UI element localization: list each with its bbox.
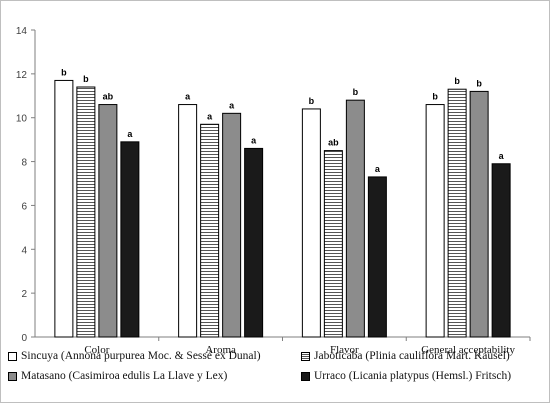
bar (98, 104, 118, 338)
bar (425, 104, 445, 338)
legend-swatch-sincuya (8, 351, 17, 361)
bar-significance-label: ab (328, 138, 339, 148)
y-tick-label: 4 (21, 245, 27, 256)
bar-significance-label: ab (103, 92, 114, 102)
bar-significance-label: a (229, 100, 235, 110)
bar (447, 88, 467, 338)
legend-item-urraco: Urraco (Licania platypus (Hemsl.) Fritsc… (301, 370, 511, 382)
legend-item-sincuya: Sincuya (Annona purpurea Moc. & Sessé ex… (8, 350, 261, 362)
bar (244, 147, 264, 338)
bar (222, 112, 242, 338)
legend-item-jaboticaba: Jaboticaba (Plinia cauliflora Mart. Kaus… (301, 350, 510, 362)
y-tick-label: 8 (21, 158, 27, 169)
bar (200, 123, 220, 338)
bar-significance-label: b (83, 74, 89, 84)
bar (323, 150, 343, 338)
bar-significance-label: b (61, 67, 67, 77)
bar-significance-label: a (207, 111, 213, 121)
y-tick-label: 10 (16, 114, 28, 125)
legend-item-matasano: Matasano (Casimiroa edulis La Llave y Le… (8, 370, 227, 382)
bar (76, 86, 96, 338)
y-tick-label: 12 (16, 70, 28, 81)
bar-significance-label: a (375, 164, 381, 174)
y-tick-label: 6 (21, 201, 27, 212)
x-tick-label: General acceptability (421, 344, 515, 356)
bar-significance-label: a (499, 151, 505, 161)
bar-significance-label: a (127, 129, 133, 139)
bar (367, 176, 387, 338)
legend-swatch-urraco (301, 371, 310, 381)
x-tick-label: Aroma (205, 344, 236, 356)
legend-label-sincuya: Sincuya (Annona purpurea Moc. & Sessé ex… (21, 350, 261, 362)
bar (54, 79, 74, 338)
bar-significance-label: b (432, 92, 438, 102)
bar (345, 99, 365, 338)
x-tick-label: Flavor (330, 344, 359, 356)
y-tick-label: 2 (21, 289, 27, 300)
legend-label-urraco: Urraco (Licania platypus (Hemsl.) Fritsc… (314, 370, 512, 382)
bar (178, 104, 198, 338)
bar (301, 108, 321, 338)
bar-significance-label: b (454, 76, 460, 86)
bar (469, 90, 489, 338)
bar-significance-label: b (309, 96, 315, 106)
bar-significance-label: b (353, 87, 359, 97)
legend-label-jaboticaba: Jaboticaba (Plinia cauliflora Mart. Kaus… (314, 350, 510, 362)
legend-swatch-jaboticaba (301, 351, 310, 361)
bar-significance-label: a (185, 92, 191, 102)
bar (491, 163, 511, 338)
legend-label-matasano: Matasano (Casimiroa edulis La Llave y Le… (21, 370, 228, 382)
x-tick-label: Color (84, 344, 109, 356)
legend-swatch-matasano (8, 371, 17, 381)
bar (120, 141, 140, 338)
bar-significance-label: b (476, 78, 482, 88)
y-tick-label: 14 (16, 26, 28, 37)
y-tick-label: 0 (21, 333, 27, 344)
bar-significance-label: a (251, 135, 257, 145)
